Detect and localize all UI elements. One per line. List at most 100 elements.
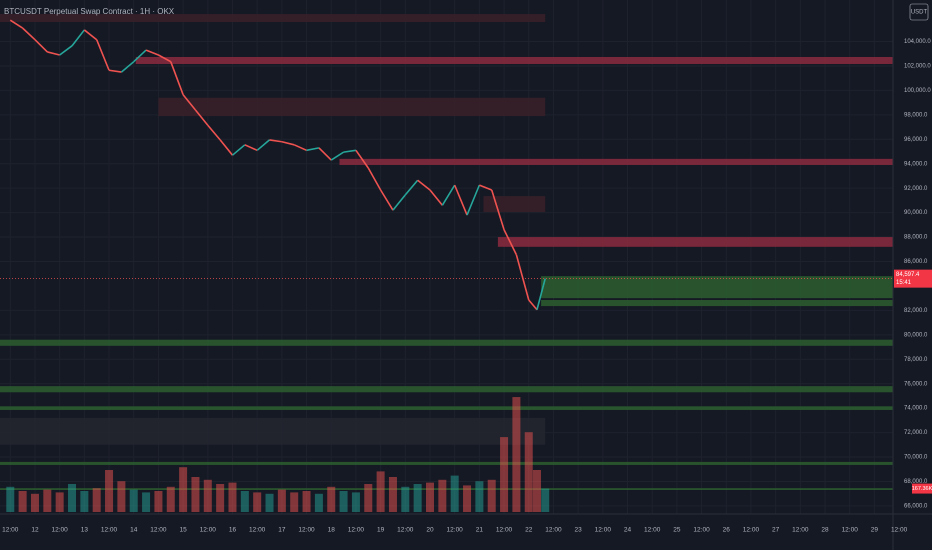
y-tick-label: 90,000.0 bbox=[904, 210, 928, 216]
price-segment bbox=[318, 147, 332, 161]
x-tick-label: 12:00 bbox=[496, 527, 513, 534]
price-segment bbox=[120, 61, 135, 73]
zone bbox=[0, 14, 546, 22]
volume-bar bbox=[6, 486, 15, 512]
currency[interactable]: USDT bbox=[911, 10, 928, 16]
x-tick-label: 12:00 bbox=[447, 527, 464, 534]
chart-title: BTCUSDT Perpetual Swap Contract · 1H · O… bbox=[4, 7, 175, 16]
price-segment bbox=[466, 184, 481, 216]
x-tick-label: 23 bbox=[575, 527, 583, 534]
volume-bar bbox=[351, 492, 360, 512]
currency-box[interactable] bbox=[909, 3, 929, 21]
x-tick-label: 12:00 bbox=[101, 527, 118, 534]
price-segment bbox=[355, 149, 369, 169]
price-segment bbox=[404, 179, 419, 196]
price-segment bbox=[367, 167, 382, 191]
volume-bar bbox=[500, 437, 509, 512]
x-tick-label: 28 bbox=[821, 527, 829, 534]
volume-bar bbox=[43, 489, 52, 512]
price-segment bbox=[9, 19, 24, 29]
x-tick-label: 12:00 bbox=[397, 527, 414, 534]
y-tick-label: 78,000.0 bbox=[904, 357, 928, 363]
zone bbox=[483, 196, 546, 213]
x-tick-label: 29 bbox=[871, 527, 879, 534]
y-tick-label: 74,000.0 bbox=[904, 406, 928, 412]
x-tick-label: 12:00 bbox=[891, 527, 908, 534]
volume-bar bbox=[475, 481, 484, 512]
zone bbox=[0, 339, 893, 346]
volume-bar bbox=[129, 489, 138, 512]
price-segment bbox=[47, 51, 60, 56]
y-tick-label: 102,000.0 bbox=[904, 64, 931, 70]
price-segment bbox=[71, 29, 85, 47]
volume-bar bbox=[388, 477, 397, 512]
zone bbox=[339, 158, 893, 165]
y-tick-label: 80,000.0 bbox=[904, 332, 928, 338]
y-tick-label: 66,000.0 bbox=[904, 503, 928, 509]
x-tick-label: 15 bbox=[179, 527, 187, 534]
volume-bar bbox=[302, 491, 311, 512]
volume-bar bbox=[105, 470, 114, 512]
volume-bar bbox=[154, 491, 163, 512]
volume-bar bbox=[487, 479, 496, 512]
y-tick-label: 88,000.0 bbox=[904, 235, 928, 241]
volume-bar bbox=[376, 471, 385, 512]
last-price-tag bbox=[894, 269, 932, 288]
x-tick-label: 12:00 bbox=[52, 527, 69, 534]
zone bbox=[541, 299, 893, 307]
price-segment bbox=[83, 29, 98, 41]
volume-bar bbox=[216, 484, 225, 512]
price-segment bbox=[170, 61, 184, 95]
price-segment bbox=[429, 189, 443, 206]
volume-bar bbox=[30, 493, 39, 512]
price-segment bbox=[194, 109, 209, 126]
x-tick-label: 12:00 bbox=[249, 527, 266, 534]
countdown: 15:41 bbox=[896, 280, 912, 286]
price-segment bbox=[490, 189, 505, 230]
x-tick-label: 18 bbox=[328, 527, 336, 534]
x-tick-label: 27 bbox=[772, 527, 780, 534]
volume-bar bbox=[142, 492, 151, 512]
x-tick-label: 20 bbox=[426, 527, 434, 534]
volume-bar bbox=[253, 492, 262, 512]
zone bbox=[0, 417, 546, 445]
volume-bar bbox=[265, 493, 274, 512]
x-tick-label: 12:00 bbox=[2, 527, 19, 534]
price-segment bbox=[145, 49, 159, 56]
price-segment bbox=[182, 94, 197, 111]
volume-bar bbox=[55, 492, 64, 512]
last-price-label: 84,597.4 bbox=[896, 272, 920, 278]
volume-bar bbox=[18, 491, 27, 512]
price-segment bbox=[330, 151, 345, 161]
x-tick-label: 24 bbox=[624, 527, 632, 534]
volume-bar bbox=[191, 477, 200, 512]
x-tick-label: 16 bbox=[229, 527, 237, 534]
price-segment bbox=[269, 139, 282, 143]
price-segment bbox=[158, 54, 172, 63]
volume-bar bbox=[277, 489, 286, 512]
price-segment bbox=[22, 27, 36, 41]
volume-bar bbox=[339, 491, 348, 512]
x-tick-label: 14 bbox=[130, 527, 138, 534]
price-segment bbox=[515, 254, 530, 301]
zone bbox=[0, 386, 893, 393]
price-segment bbox=[293, 144, 307, 152]
x-tick-label: 19 bbox=[377, 527, 385, 534]
volume-bar bbox=[541, 488, 550, 512]
price-segment bbox=[343, 149, 357, 153]
x-tick-label: 12:00 bbox=[595, 527, 612, 534]
volume-bar bbox=[68, 484, 77, 512]
y-tick-label: 94,000.0 bbox=[904, 161, 928, 167]
y-tick-label: 104,000.0 bbox=[904, 39, 931, 45]
x-tick-label: 21 bbox=[476, 527, 484, 534]
volume-bar bbox=[425, 482, 434, 512]
x-tick-label: 22 bbox=[525, 527, 533, 534]
volume-bar bbox=[401, 486, 410, 512]
volume-bar bbox=[203, 479, 212, 512]
volume-bar bbox=[524, 432, 533, 512]
price-segment bbox=[231, 144, 246, 156]
zone bbox=[541, 276, 893, 299]
zone bbox=[158, 97, 546, 117]
